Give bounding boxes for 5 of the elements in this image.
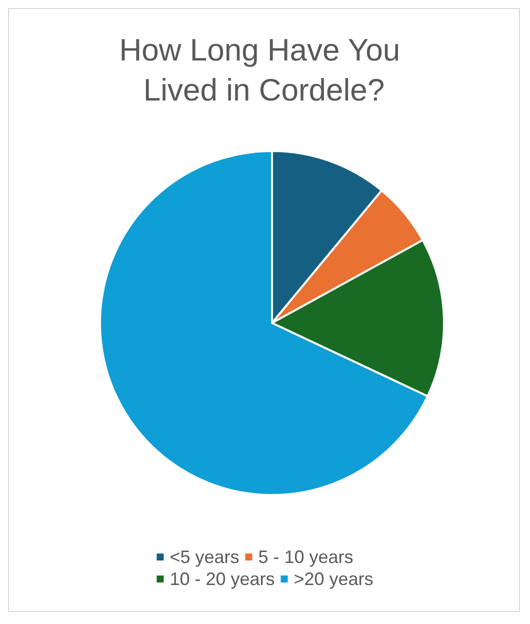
legend-label: 10 - 20 years bbox=[170, 569, 275, 589]
chart-title: How Long Have You Lived in Cordele? bbox=[119, 32, 409, 108]
legend-label: 5 - 10 years bbox=[258, 547, 354, 567]
legend-label: <5 years bbox=[170, 547, 240, 567]
legend-label: >20 years bbox=[294, 569, 374, 589]
